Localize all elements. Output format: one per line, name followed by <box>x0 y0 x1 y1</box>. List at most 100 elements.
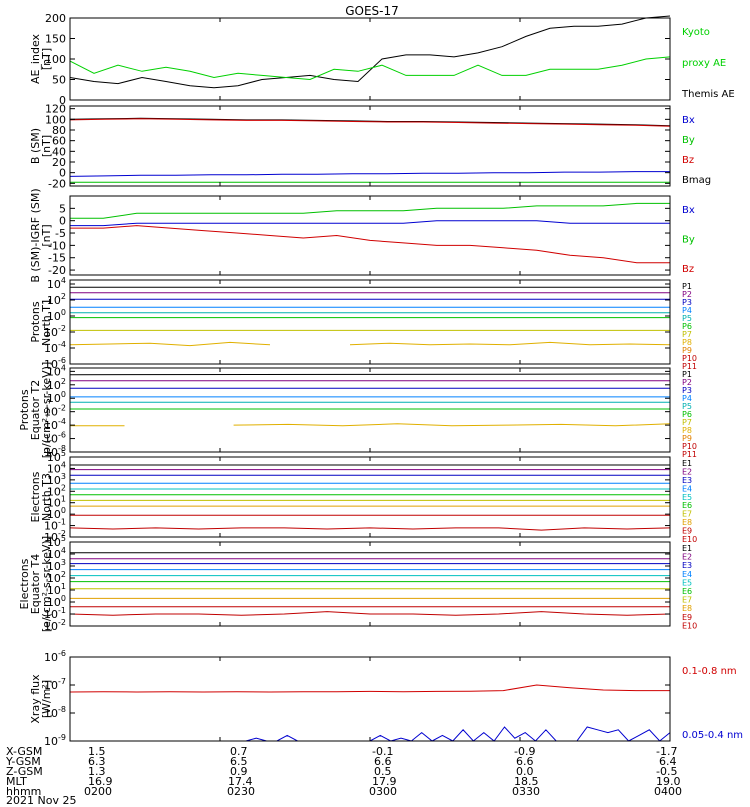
series-line-by <box>70 202 670 219</box>
eph-label-y-gsm: Y-GSM <box>6 755 41 768</box>
legend-entry: P3 <box>682 386 692 395</box>
y-tick-label: 40 <box>52 145 66 158</box>
legend-entry: E2 <box>682 467 692 476</box>
y-tick-label: 50 <box>52 74 66 87</box>
series-line-bx <box>69 171 670 177</box>
eph-c2-mlt: 17.9 <box>372 775 397 788</box>
eph-c3-x: -0.9 <box>514 745 536 758</box>
y-tick-label: 0 <box>59 215 66 228</box>
eph-c0-z: 1.3 <box>88 765 106 778</box>
y-tick-label: 104 <box>47 276 66 291</box>
panel-5: 10-810-610-410-2100102104ProtonsEquator … <box>18 362 697 459</box>
y-axis-label: AE_index <box>29 33 42 84</box>
legend-entry: P7 <box>682 418 692 427</box>
eph-c0-mlt: 16.9 <box>88 775 113 788</box>
series-line-bz <box>70 225 670 264</box>
legend-entry: P5 <box>682 314 692 323</box>
series-line-0-1-0-8-nm <box>69 684 670 693</box>
y-axis-label: [W/m²] <box>40 680 53 718</box>
legend-entry: E7 <box>682 596 692 605</box>
panel-frame <box>69 656 671 742</box>
series-line-p8 <box>69 341 671 347</box>
eph-c1-y: 6.5 <box>230 755 248 768</box>
eph-c3-y: 6.6 <box>516 755 534 768</box>
series-line-p8 <box>70 423 671 427</box>
legend-entry: E10 <box>682 621 697 630</box>
legend-entry: Bz <box>682 155 694 166</box>
legend-entry: E2 <box>682 553 692 562</box>
y-tick-label: -5 <box>55 227 66 240</box>
panel-frame <box>69 456 671 538</box>
eph-c3-z: 0.0 <box>516 765 534 778</box>
y-tick-label: 80 <box>52 124 66 137</box>
series-line-bx <box>70 220 670 227</box>
legend-entry: P2 <box>682 290 692 299</box>
series-line-kyoto-proxy-ae <box>69 56 671 81</box>
panel-frame <box>69 195 671 276</box>
y-tick-label: 0 <box>59 167 66 180</box>
legend-entry: E7 <box>682 510 692 519</box>
legend-entry: proxy AE <box>682 58 726 69</box>
eph-c2-y: 6.6 <box>374 755 392 768</box>
y-tick-label: -15 <box>48 252 66 265</box>
legend-entry: 0.05-0.4 nm <box>682 730 743 741</box>
legend-entry: E4 <box>682 484 692 493</box>
legend-entry: E3 <box>682 476 692 485</box>
y-tick-label: -10 <box>48 239 66 252</box>
panel-7: 10-210-1100101102103104105ElectronsEquat… <box>18 534 697 633</box>
legend-entry: P8 <box>682 338 692 347</box>
eph-c4-y: 6.4 <box>659 755 677 768</box>
legend-entry: E8 <box>682 518 692 527</box>
y-tick-label: 150 <box>45 33 66 46</box>
y-tick-label: 100 <box>45 53 66 66</box>
y-axis-label: Electrons <box>18 558 31 609</box>
series-line-e10 <box>69 611 671 616</box>
legend-entry: P11 <box>682 450 697 459</box>
legend-entry: Themis AE <box>681 89 735 100</box>
eph-c2-z: 0.5 <box>374 765 392 778</box>
eph-c4-hhmm: 0400 <box>654 785 682 798</box>
legend-entry: E6 <box>682 587 692 596</box>
legend-entry: Bmag <box>682 175 711 186</box>
y-tick-label: 120 <box>45 103 66 116</box>
legend-entry: E9 <box>682 613 692 622</box>
series-line-p1 <box>69 373 671 376</box>
eph-c4-mlt: 19.0 <box>656 775 681 788</box>
series-line-bz <box>69 118 671 127</box>
y-tick-label: 10-9 <box>44 733 66 748</box>
legend-entry: E8 <box>682 604 692 613</box>
y-axis-label: [nT] <box>40 48 53 70</box>
y-axis-label: Xray flux <box>29 674 42 724</box>
y-tick-label: 100 <box>45 113 66 126</box>
legend-entry: P10 <box>682 354 697 363</box>
y-axis-label: Equator T4 <box>29 554 42 614</box>
eph-label-hhmm: hhmm <box>6 785 42 798</box>
eph-c1-hhmm: 0230 <box>227 785 255 798</box>
eph-c1-x: 0.7 <box>230 745 248 758</box>
legend-entry: P10 <box>682 442 697 451</box>
y-tick-label: 5 <box>59 202 66 215</box>
legend-entry: P4 <box>682 394 692 403</box>
y-axis-label: Electrons <box>29 471 42 522</box>
eph-c2-hhmm: 0300 <box>369 785 397 798</box>
y-axis-label: Protons <box>29 301 42 342</box>
legend-entry: P9 <box>682 346 692 355</box>
legend-entry: P7 <box>682 330 692 339</box>
legend-entry: E6 <box>682 501 692 510</box>
series-line-e10 <box>69 527 671 531</box>
legend-entry: By <box>682 235 695 246</box>
legend-entry: P8 <box>682 426 692 435</box>
legend-entry: P11 <box>682 362 697 371</box>
eph-c3-mlt: 18.5 <box>514 775 539 788</box>
eph-c2-x: -0.1 <box>372 745 394 758</box>
legend-entry: Bx <box>682 115 695 126</box>
legend-entry: 0.1-0.8 nm <box>682 666 737 677</box>
eph-label-x-gsm: X-GSM <box>6 745 43 758</box>
y-tick-label: -20 <box>48 177 66 190</box>
panel-frame <box>69 17 671 101</box>
y-axis-label: Equator T2 <box>29 380 42 440</box>
